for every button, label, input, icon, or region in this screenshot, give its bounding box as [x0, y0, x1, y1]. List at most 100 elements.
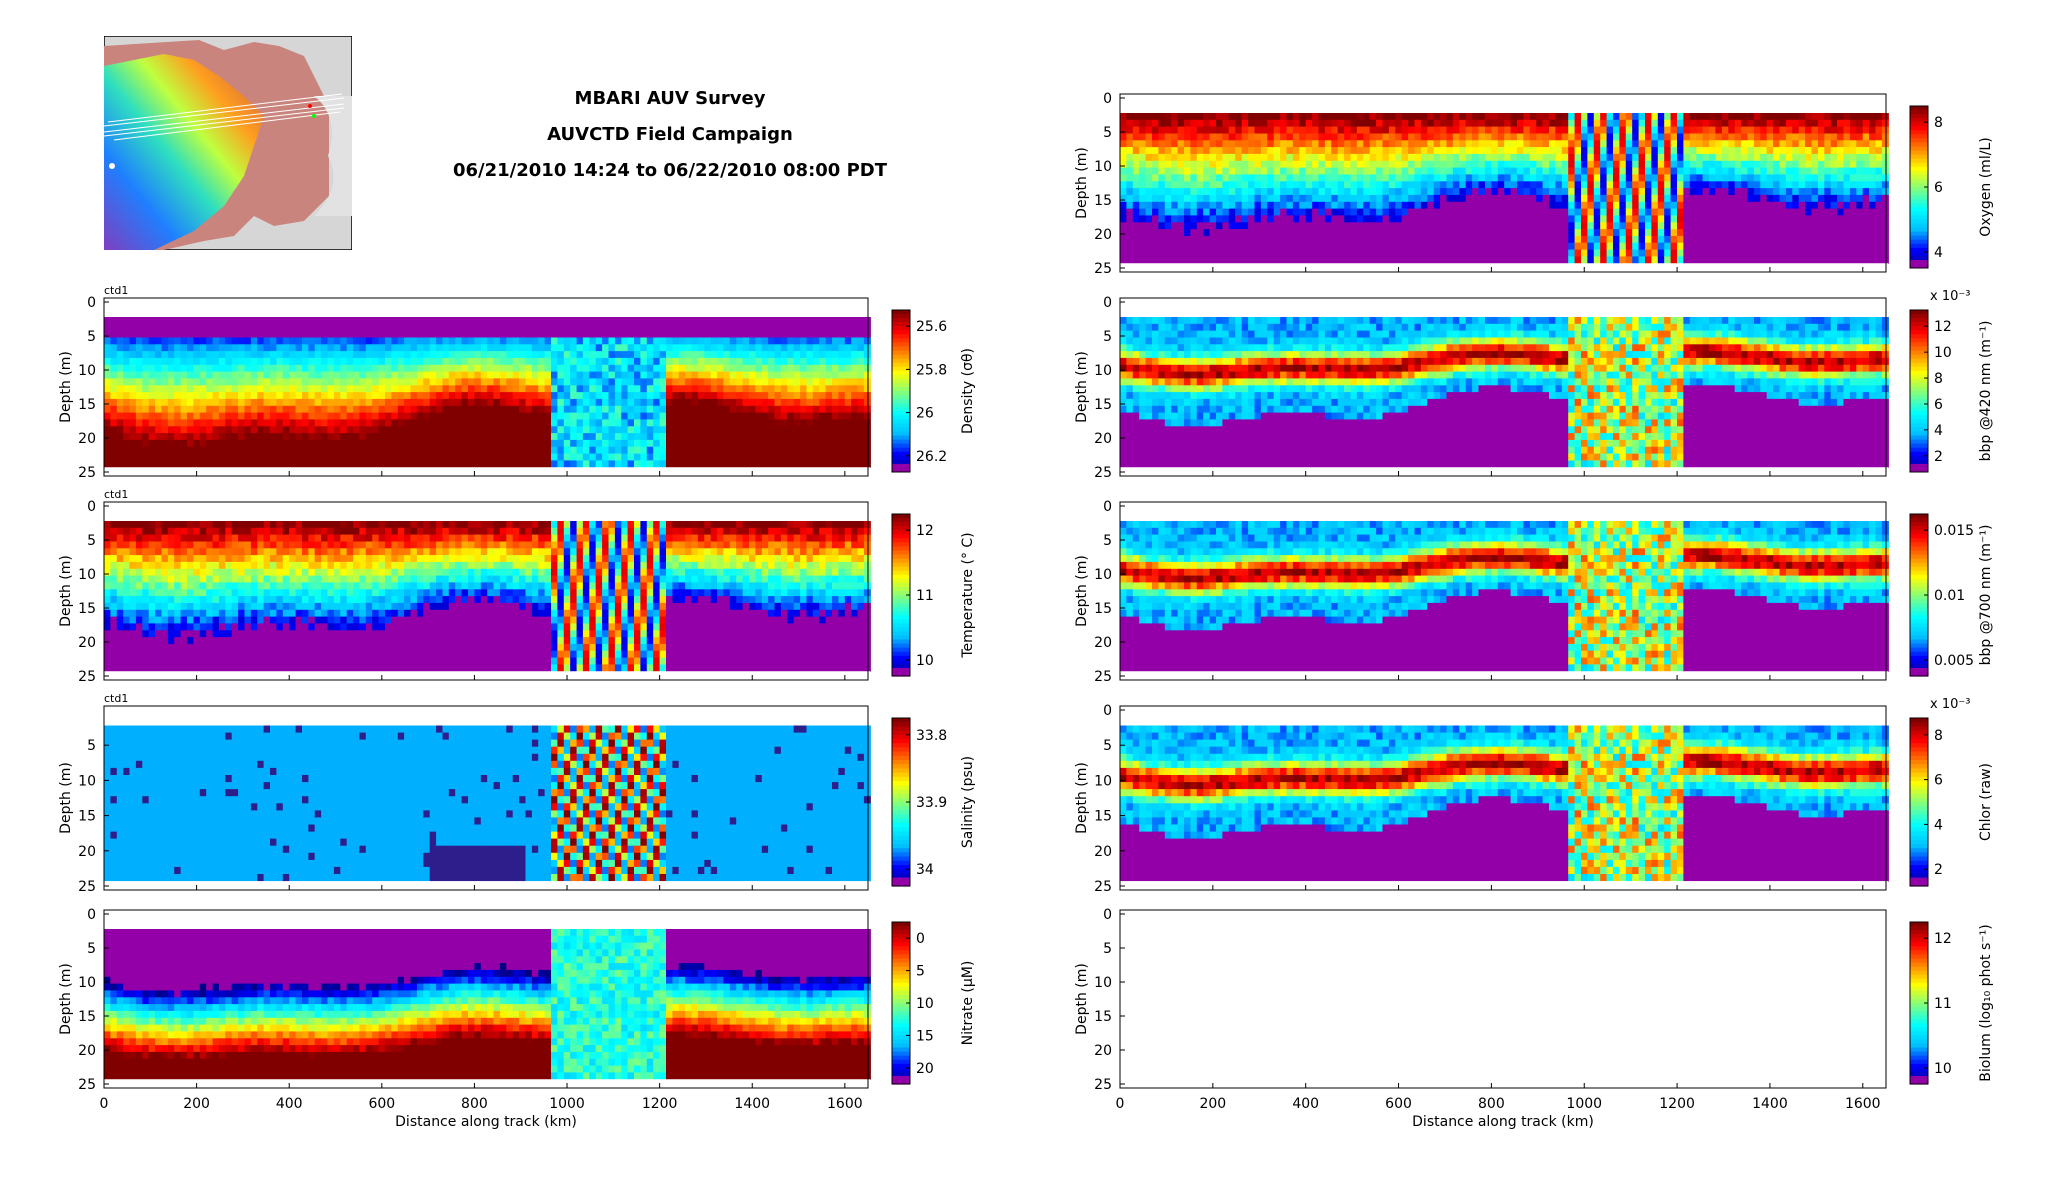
field-cell [455, 616, 463, 624]
field-cell [659, 534, 667, 542]
field-cell [187, 555, 194, 563]
field-cell [404, 575, 412, 583]
field-cell [116, 439, 124, 448]
field-cell [116, 317, 124, 325]
field-cell [480, 433, 488, 441]
field-cell [448, 426, 456, 434]
field-cell [225, 534, 233, 542]
field-cell [353, 616, 361, 624]
field-cell [442, 582, 450, 590]
field-cell [499, 527, 507, 536]
field-cell [461, 616, 469, 624]
field-cell [723, 330, 731, 338]
field-cell [838, 344, 846, 352]
field-cell [385, 439, 392, 448]
field-cell [793, 317, 801, 325]
field-cell [302, 555, 309, 563]
field-cell [506, 378, 514, 386]
field-cell [321, 364, 329, 373]
field-cell [582, 555, 590, 563]
field-cell [723, 419, 731, 427]
field-cell [270, 637, 277, 645]
field-cell [723, 609, 731, 618]
field-cell [582, 330, 590, 338]
field-cell [442, 371, 450, 379]
field-cell [825, 392, 833, 400]
field-cell [174, 561, 182, 570]
field-cell [506, 344, 514, 352]
field-cell [621, 575, 629, 583]
field-cell [385, 351, 392, 359]
field-cell [423, 521, 431, 529]
field-cell [602, 623, 610, 631]
field-cell [761, 357, 769, 366]
field-cell [659, 623, 667, 631]
field-cell [321, 623, 329, 631]
field-cell [282, 630, 290, 638]
field-cell [353, 582, 361, 590]
field-cell [480, 385, 488, 393]
field-cell [538, 657, 546, 665]
field-cell [385, 398, 392, 407]
field-cell [659, 664, 667, 672]
field-cell [812, 330, 820, 338]
field-cell [525, 433, 533, 441]
field-cell [704, 643, 712, 652]
field-cell [691, 650, 699, 659]
field-cell [519, 555, 527, 563]
field-cell [659, 637, 667, 645]
field-cell [544, 371, 552, 379]
field-cell [321, 527, 329, 536]
field-cell [742, 344, 750, 352]
field-cell [135, 385, 143, 393]
field-cell [582, 534, 590, 542]
field-cell [378, 344, 386, 352]
field-cell [436, 637, 444, 645]
field-cell [225, 623, 233, 631]
field-cell [710, 351, 718, 359]
field-cell [429, 439, 437, 448]
field-cell [717, 371, 725, 379]
field-cell [685, 589, 693, 597]
field-cell [672, 596, 680, 604]
date-range: 06/21/2010 14:24 to 06/22/2010 08:00 PDT [440, 160, 900, 181]
field-cell [717, 657, 725, 665]
field-cell [436, 371, 444, 379]
field-cell [793, 357, 801, 366]
field-cell [263, 596, 271, 604]
field-cell [646, 344, 654, 352]
field-cell [167, 521, 175, 529]
field-cell [212, 548, 220, 556]
field-cell [608, 623, 616, 631]
field-cell [365, 433, 373, 441]
field-cell [206, 637, 214, 645]
field-cell [659, 446, 667, 455]
field-cell [295, 405, 303, 414]
field-cell [448, 405, 456, 414]
field-cell [333, 439, 341, 448]
field-cell [519, 534, 527, 542]
field-cell [563, 589, 571, 597]
field-cell [570, 371, 578, 379]
field-cell [800, 460, 808, 468]
field-cell [289, 392, 297, 400]
field-cell [238, 439, 246, 448]
field-cell [250, 555, 258, 563]
field-cell [123, 548, 131, 556]
field-cell [308, 412, 316, 420]
field-cell [455, 317, 463, 325]
field-cell [135, 323, 143, 332]
field-cell [416, 521, 424, 529]
field-cell [755, 330, 763, 338]
field-cell [442, 405, 450, 414]
field-cell [474, 337, 482, 345]
field-cell [678, 664, 686, 672]
field-cell [142, 630, 150, 638]
field-cell [499, 630, 507, 638]
field-cell [480, 344, 488, 352]
field-cell [225, 555, 233, 563]
field-cell [755, 344, 763, 352]
field-cell [755, 392, 763, 400]
field-cell [378, 419, 386, 427]
field-cell [474, 609, 482, 618]
